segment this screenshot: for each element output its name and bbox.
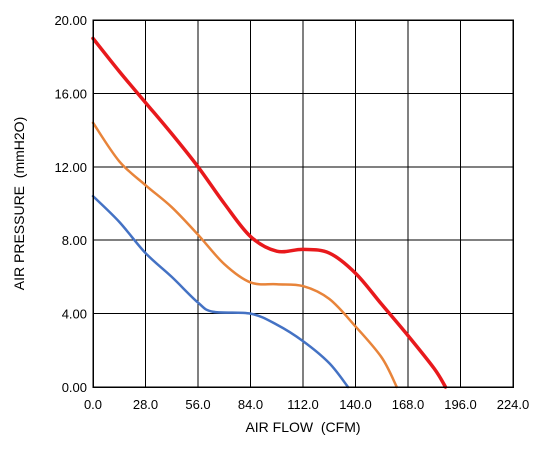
x-tick-label: 56.0 (185, 397, 210, 412)
y-tick-label: 16.00 (54, 86, 87, 101)
series-line-1 (91, 36, 448, 389)
y-tick-labels: 0.00 4.00 8.00 12.00 16.00 20.00 (54, 13, 87, 395)
x-tick-labels: 0.0 28.0 56.0 84.0 112.0 140.0 168.0 196.0 224.0 (84, 397, 529, 412)
x-tick-label: 28.0 (133, 397, 158, 412)
series-line-3 (91, 194, 350, 389)
y-tick-label: 8.00 (62, 233, 87, 248)
y-tick-label: 20.00 (54, 13, 87, 28)
x-axis-title: AIR FLOW (CFM) (245, 419, 360, 435)
series-lines (91, 36, 448, 389)
x-tick-label: 168.0 (392, 397, 425, 412)
y-tick-label: 0.00 (62, 380, 87, 395)
x-tick-label: 112.0 (287, 397, 319, 412)
x-tick-label: 0.0 (84, 397, 102, 412)
x-tick-label: 196.0 (444, 397, 477, 412)
y-tick-label: 12.00 (54, 160, 87, 175)
x-tick-label: 224.0 (497, 397, 530, 412)
x-tick-label: 140.0 (339, 397, 372, 412)
x-tick-label: 84.0 (238, 397, 263, 412)
plot-frame (92, 19, 514, 388)
grid (92, 19, 514, 388)
series-line-2 (91, 121, 398, 389)
y-axis-title: AIR PRESSURE (mmH2O) (11, 117, 27, 290)
y-tick-label: 4.00 (62, 307, 87, 322)
